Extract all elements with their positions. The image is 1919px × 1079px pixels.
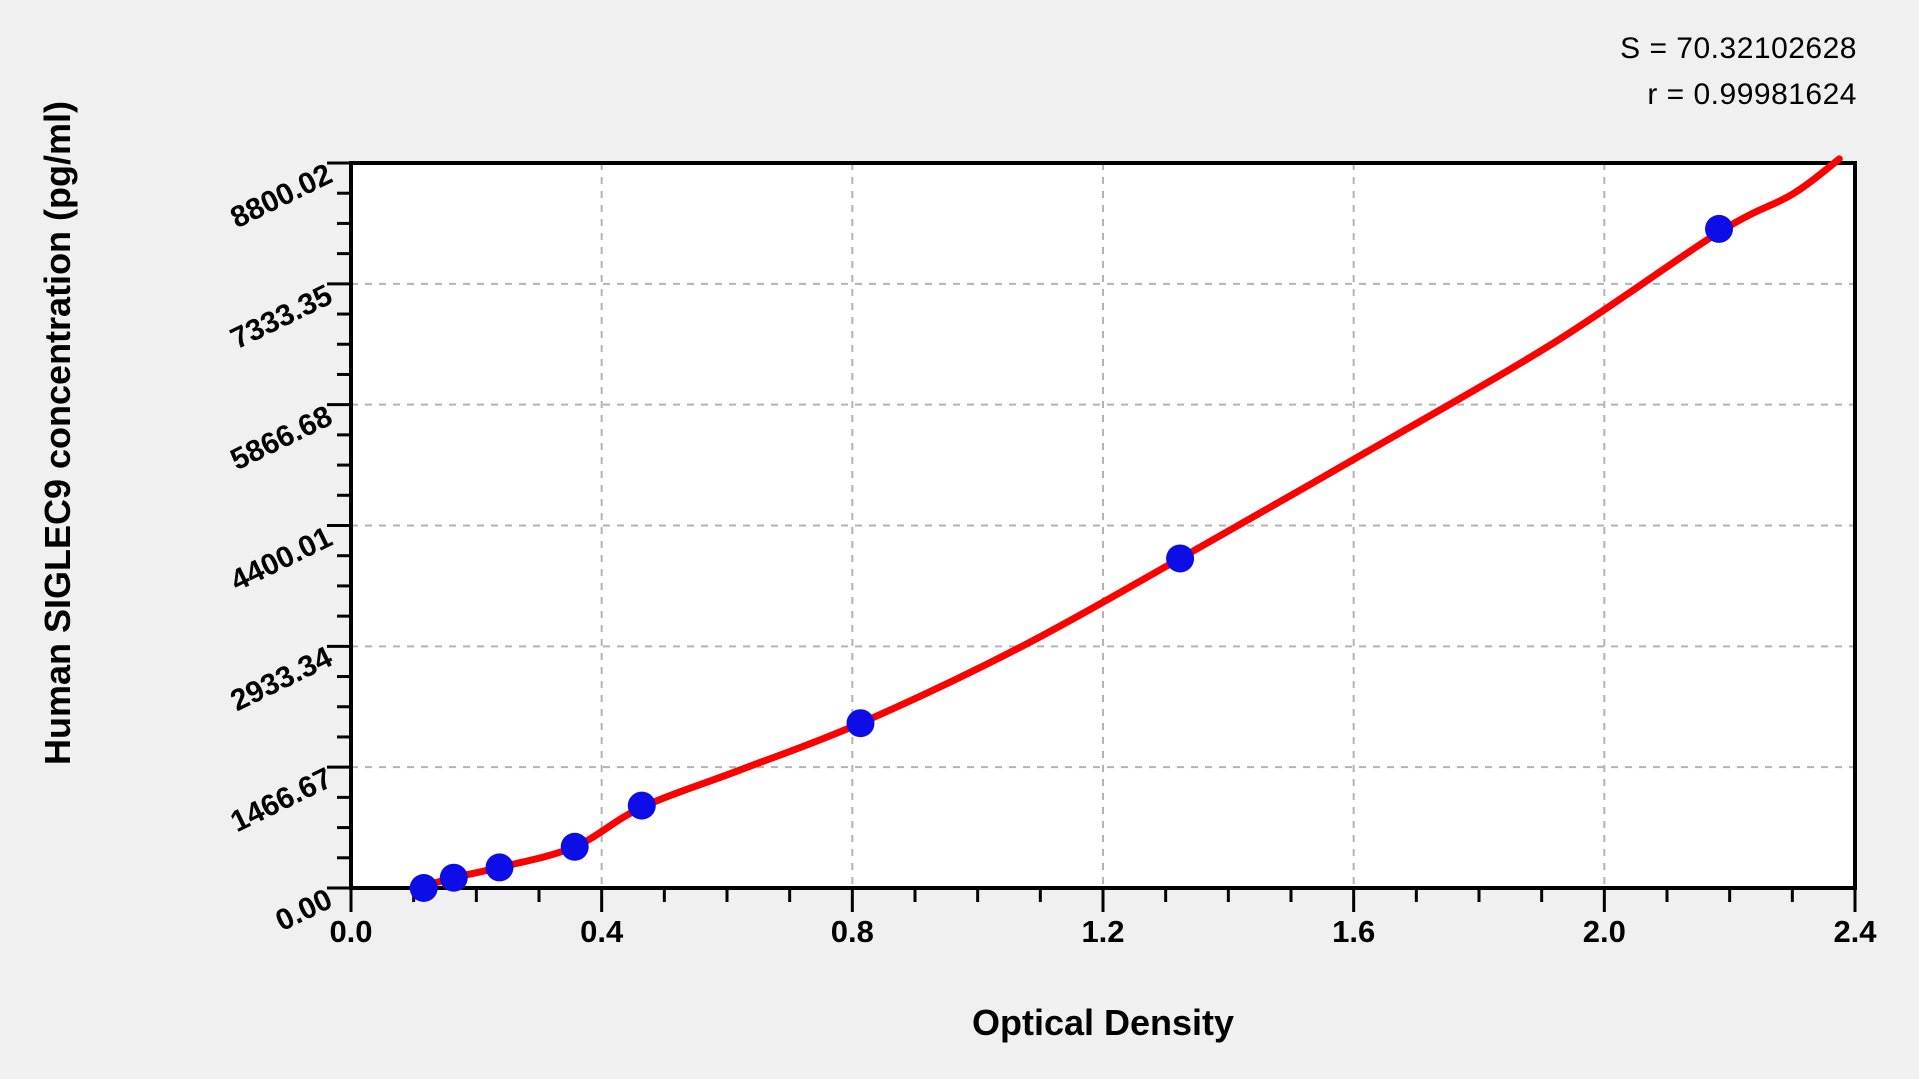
r-statistic: r = 0.99981624 xyxy=(1647,78,1857,111)
x-tick-label: 2.4 xyxy=(1833,914,1877,949)
fit-statistics: S = 70.32102628 r = 0.99981624 xyxy=(1620,26,1857,118)
x-tick-label: 2.0 xyxy=(1582,914,1626,949)
data-point xyxy=(560,832,589,861)
x-tick-label: 0.4 xyxy=(580,914,624,949)
data-point xyxy=(485,853,514,882)
data-point xyxy=(409,874,438,902)
data-point xyxy=(846,709,875,738)
x-axis-title: Optical Density xyxy=(971,1002,1235,1043)
data-point xyxy=(1705,214,1734,243)
x-tick-label: 0.8 xyxy=(830,914,874,949)
data-point xyxy=(1166,544,1195,573)
s-statistic: S = 70.32102628 xyxy=(1620,32,1857,65)
y-axis-title: Human SIGLEC9 concentration (pg/ml) xyxy=(37,100,78,766)
x-tick-label: 1.6 xyxy=(1332,914,1376,949)
data-point xyxy=(439,863,468,892)
x-tick-label: 1.2 xyxy=(1081,914,1125,949)
data-point xyxy=(627,791,656,820)
plot-frame xyxy=(349,161,1857,890)
x-tick-label: 0.0 xyxy=(329,914,373,949)
